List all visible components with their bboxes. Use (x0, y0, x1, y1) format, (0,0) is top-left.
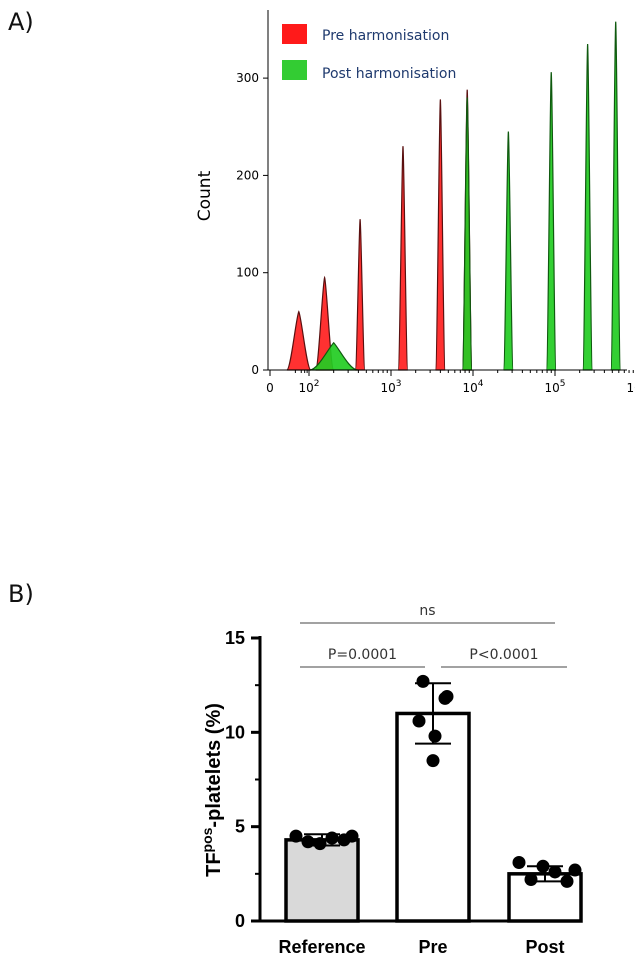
data-point (438, 691, 452, 705)
data-point (548, 865, 562, 879)
legend-label-post: Post harmonisation (322, 66, 456, 82)
data-point (426, 754, 440, 768)
legend-label-pre: Pre harmonisation (322, 28, 449, 44)
peak-pre-3 (354, 219, 366, 371)
x-tick-label: 104 (462, 379, 483, 395)
y-axis-label: Count (195, 170, 215, 221)
peak-post-1 (309, 341, 358, 371)
peak-pre-4 (397, 146, 409, 371)
peak-post-5 (582, 43, 594, 371)
bars (284, 682, 583, 923)
peak-post-3 (502, 131, 514, 371)
panel-a-histogram: A) 0 100 200 300 0 102 103 104 105 106 Count Pre … (8, 8, 635, 395)
data-point (536, 859, 550, 873)
data-point (301, 835, 315, 849)
x-tick-label-post: Post (525, 937, 564, 956)
data-point (325, 831, 339, 845)
data-point (313, 837, 327, 851)
legend-swatch-post (282, 60, 307, 80)
data-point (560, 874, 574, 888)
y-tick-label: 100 (236, 266, 259, 280)
legend: Pre harmonisation Post harmonisation (282, 24, 456, 82)
y-tick-label: 0 (235, 911, 245, 931)
y-axis-label: TFpos-platelets (%) (199, 703, 225, 877)
panel-b-bar-chart: B) Reference Pre Post 0 5 10 15 P=0.0001 P<0.00… (8, 580, 583, 956)
y-tick-label: 0 (251, 363, 259, 377)
peak-pre-1 (286, 310, 312, 371)
x-tick-label: 105 (544, 379, 565, 395)
data-point (568, 863, 582, 877)
x-tick-label-pre: Pre (418, 937, 447, 956)
data-point (289, 829, 303, 843)
comparison-label: P<0.0001 (469, 647, 538, 663)
histogram-axes: 0 100 200 300 0 102 103 104 105 106 (236, 10, 635, 395)
x-tick-label-reference: Reference (278, 937, 365, 956)
y-tick-label: 300 (236, 71, 259, 85)
x-tick-label: 0 (266, 381, 274, 395)
bar-pre (395, 711, 471, 923)
data-point (345, 829, 359, 843)
comparison-label: ns (419, 603, 435, 619)
data-point (512, 856, 526, 870)
peak-post-2 (461, 97, 473, 371)
x-tick-label: 103 (380, 379, 401, 395)
comparison-label: P=0.0001 (328, 647, 397, 663)
data-point (412, 714, 426, 728)
peak-post-4 (545, 72, 557, 371)
legend-swatch-pre (282, 24, 307, 44)
significance-brackets: P=0.0001 P<0.0001 ns (300, 603, 567, 668)
histogram-peaks (286, 21, 622, 371)
peak-post-6 (610, 21, 622, 371)
y-tick-label: 15 (225, 628, 245, 648)
data-points (289, 674, 582, 888)
x-tick-label: 106 (626, 379, 635, 395)
data-point (416, 674, 430, 688)
x-tick-label: 102 (298, 379, 319, 395)
data-point (524, 872, 538, 886)
panel-a-label: A) (8, 8, 34, 36)
peak-pre-5 (434, 99, 446, 371)
y-tick-label: 200 (236, 168, 259, 182)
y-tick-label: 5 (235, 817, 245, 837)
bar-reference (284, 838, 360, 923)
panel-b-label: B) (8, 580, 34, 608)
data-point (428, 729, 442, 743)
y-tick-label: 10 (225, 722, 245, 742)
